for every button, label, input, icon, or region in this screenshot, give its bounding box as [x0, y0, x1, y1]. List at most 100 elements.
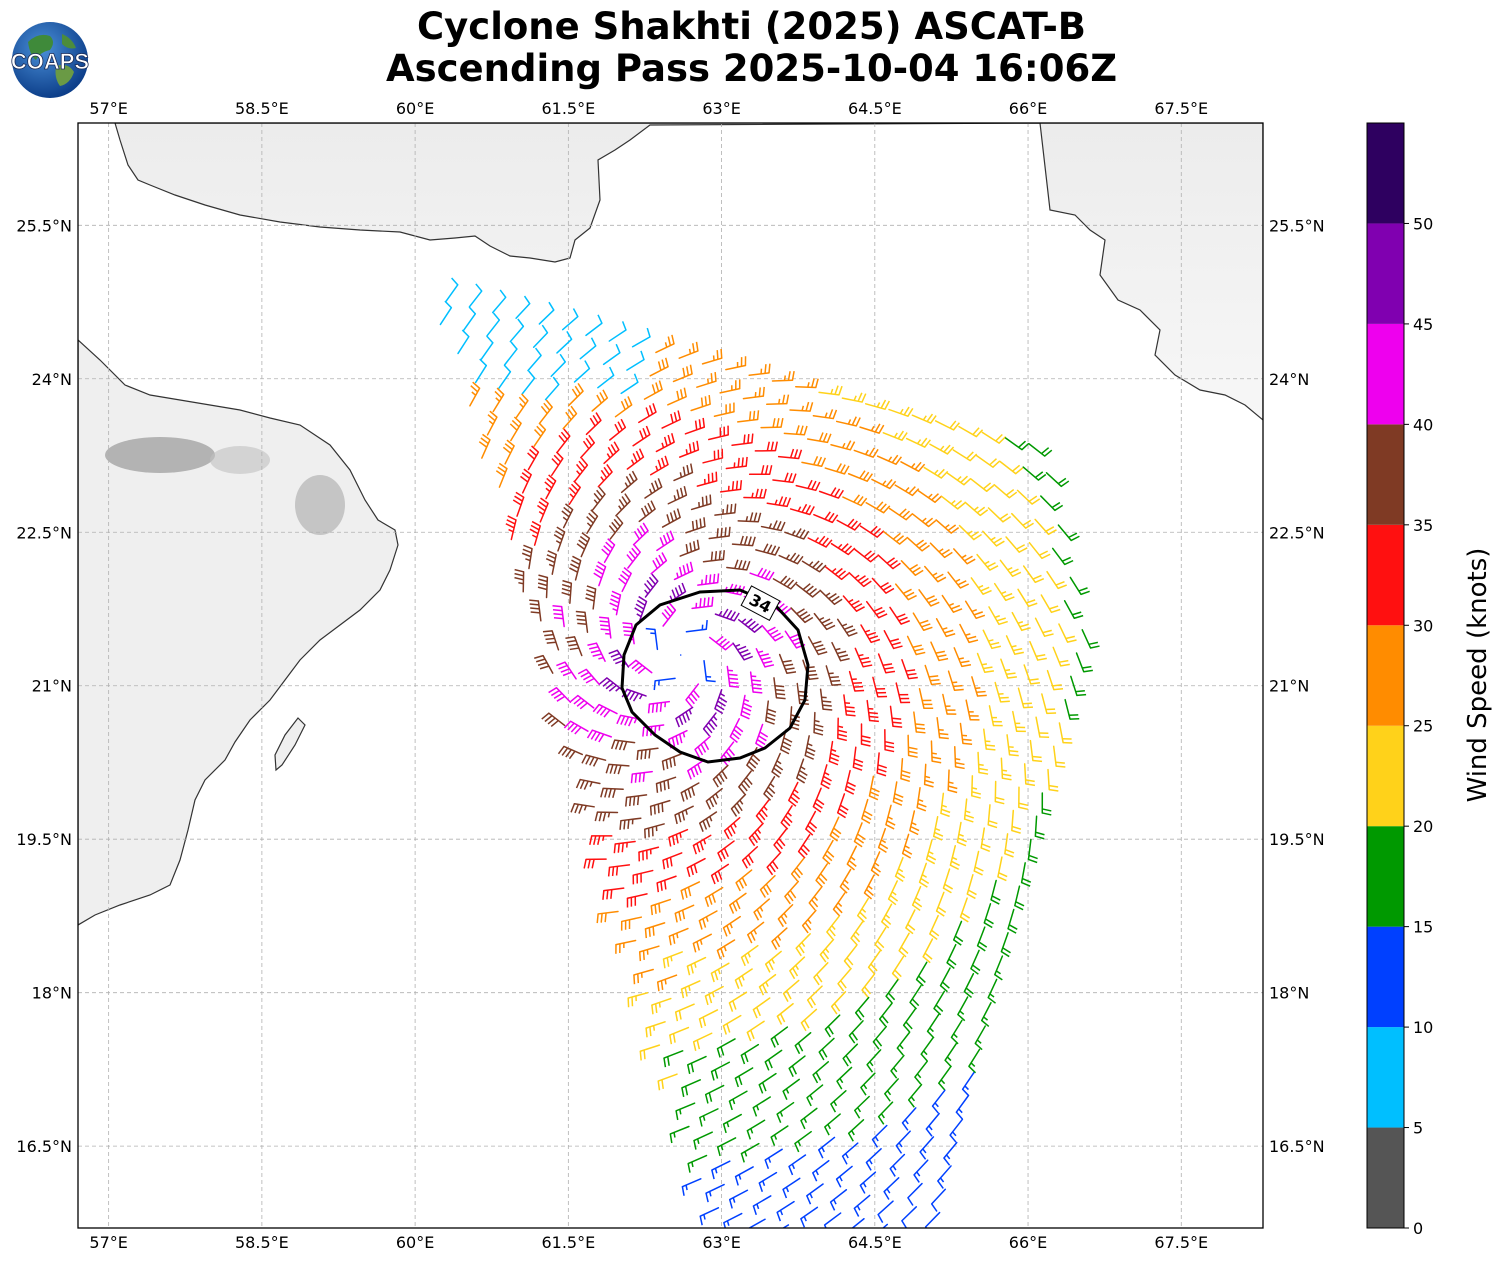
wind-barb	[651, 997, 672, 1015]
wind-barb	[712, 764, 729, 788]
wind-barb	[626, 544, 641, 569]
wind-barb	[958, 524, 982, 541]
colorbar-bin	[1367, 625, 1404, 726]
wind-barb	[883, 1177, 900, 1200]
wind-barb	[1028, 443, 1053, 457]
wind-barb	[906, 536, 930, 552]
wind-barb	[881, 903, 893, 929]
wind-barb	[1051, 547, 1074, 566]
wind-barb	[656, 530, 675, 552]
wind-barb	[963, 972, 975, 999]
wind-barb	[1052, 745, 1066, 768]
wind-barb	[639, 1044, 661, 1061]
wind-barb	[783, 425, 808, 436]
wind-barb	[746, 1020, 765, 1042]
wind-barb	[532, 324, 549, 349]
wind-barb	[557, 745, 584, 760]
wind-barb	[819, 589, 843, 606]
wind-barb	[900, 461, 926, 472]
wind-barb	[959, 722, 973, 745]
wind-barb	[907, 1182, 923, 1206]
wind-barb	[782, 1177, 801, 1199]
wind-34kt-contour	[620, 588, 810, 764]
wind-barb	[864, 399, 891, 410]
wind-barb	[728, 991, 748, 1012]
wind-barb	[717, 840, 735, 862]
wind-barb	[737, 410, 760, 423]
wind-barb	[973, 850, 984, 876]
wind-barb	[837, 717, 848, 742]
wind-barb	[662, 852, 683, 870]
colorbar-bin	[1367, 826, 1404, 927]
wind-barb	[1063, 599, 1084, 620]
wind-barb	[947, 769, 958, 794]
wind-barb	[607, 864, 631, 877]
wind-barb	[842, 1043, 859, 1067]
wind-barb	[867, 950, 881, 975]
lon-tick-label: 64.5°E	[848, 99, 902, 118]
wind-barb	[734, 968, 753, 989]
wind-barb	[725, 456, 748, 470]
wind-barb	[462, 306, 477, 331]
wind-barb	[684, 417, 706, 435]
wind-barb	[902, 1008, 917, 1033]
colorbar-tick-label: 40	[1413, 415, 1433, 434]
wind-barb	[626, 350, 645, 371]
wind-barb	[649, 799, 671, 816]
wind-barb	[1012, 710, 1026, 733]
wind-barb	[681, 1178, 702, 1196]
wind-barb	[1022, 466, 1047, 481]
wind-barb	[632, 869, 654, 885]
colorbar-bin	[1367, 424, 1404, 525]
wind-barb	[863, 874, 875, 900]
wind-barb	[987, 978, 998, 1004]
wind-barb	[818, 1037, 835, 1061]
wind-barb	[698, 1009, 719, 1029]
wind-barb	[976, 652, 995, 673]
wind-barb	[486, 312, 501, 337]
wind-barb	[901, 833, 913, 859]
wind-barb	[502, 439, 515, 465]
wind-barb	[800, 1107, 818, 1130]
wind-barb	[812, 787, 825, 813]
wind-barb	[740, 1043, 760, 1065]
wind-barb	[599, 677, 624, 692]
wind-barb	[892, 781, 904, 806]
wind-barb	[906, 635, 926, 656]
wind-barb	[815, 863, 829, 888]
wind-barb	[687, 1055, 707, 1075]
wind-barb	[941, 594, 963, 613]
wind-barb	[950, 1019, 963, 1045]
wind-barb	[888, 406, 914, 417]
wind-barb	[529, 520, 541, 546]
wind-barb	[1020, 862, 1032, 887]
wind-barb	[812, 1061, 830, 1084]
wind-barb	[638, 846, 660, 862]
wind-barb	[645, 1021, 666, 1038]
wind-barb	[983, 903, 994, 929]
wind-barb	[763, 776, 776, 801]
wind-barb	[914, 1060, 928, 1085]
wind-barb	[911, 413, 937, 424]
wind-barb	[644, 478, 663, 499]
wind-barb	[824, 463, 850, 475]
wind-barb	[1011, 809, 1022, 834]
wind-barb	[1005, 536, 1028, 553]
wind-barb	[818, 1136, 836, 1159]
lon-tick-label: 57°E	[89, 99, 127, 118]
wind-barb	[626, 448, 645, 470]
wind-barb	[877, 554, 901, 570]
wind-barb	[980, 1001, 992, 1027]
land-iran-pakistan	[114, 123, 1263, 421]
wind-barb	[722, 1014, 742, 1035]
wind-barb	[841, 1142, 859, 1165]
wind-barb	[742, 386, 765, 400]
wind-barb	[713, 402, 735, 417]
wind-barb	[964, 501, 989, 517]
wind-barb	[871, 577, 895, 594]
wind-barb	[667, 485, 688, 505]
wind-barb	[918, 862, 930, 888]
wind-barb	[643, 380, 663, 400]
wind-barb	[609, 590, 622, 616]
wind-barb	[848, 1020, 864, 1044]
